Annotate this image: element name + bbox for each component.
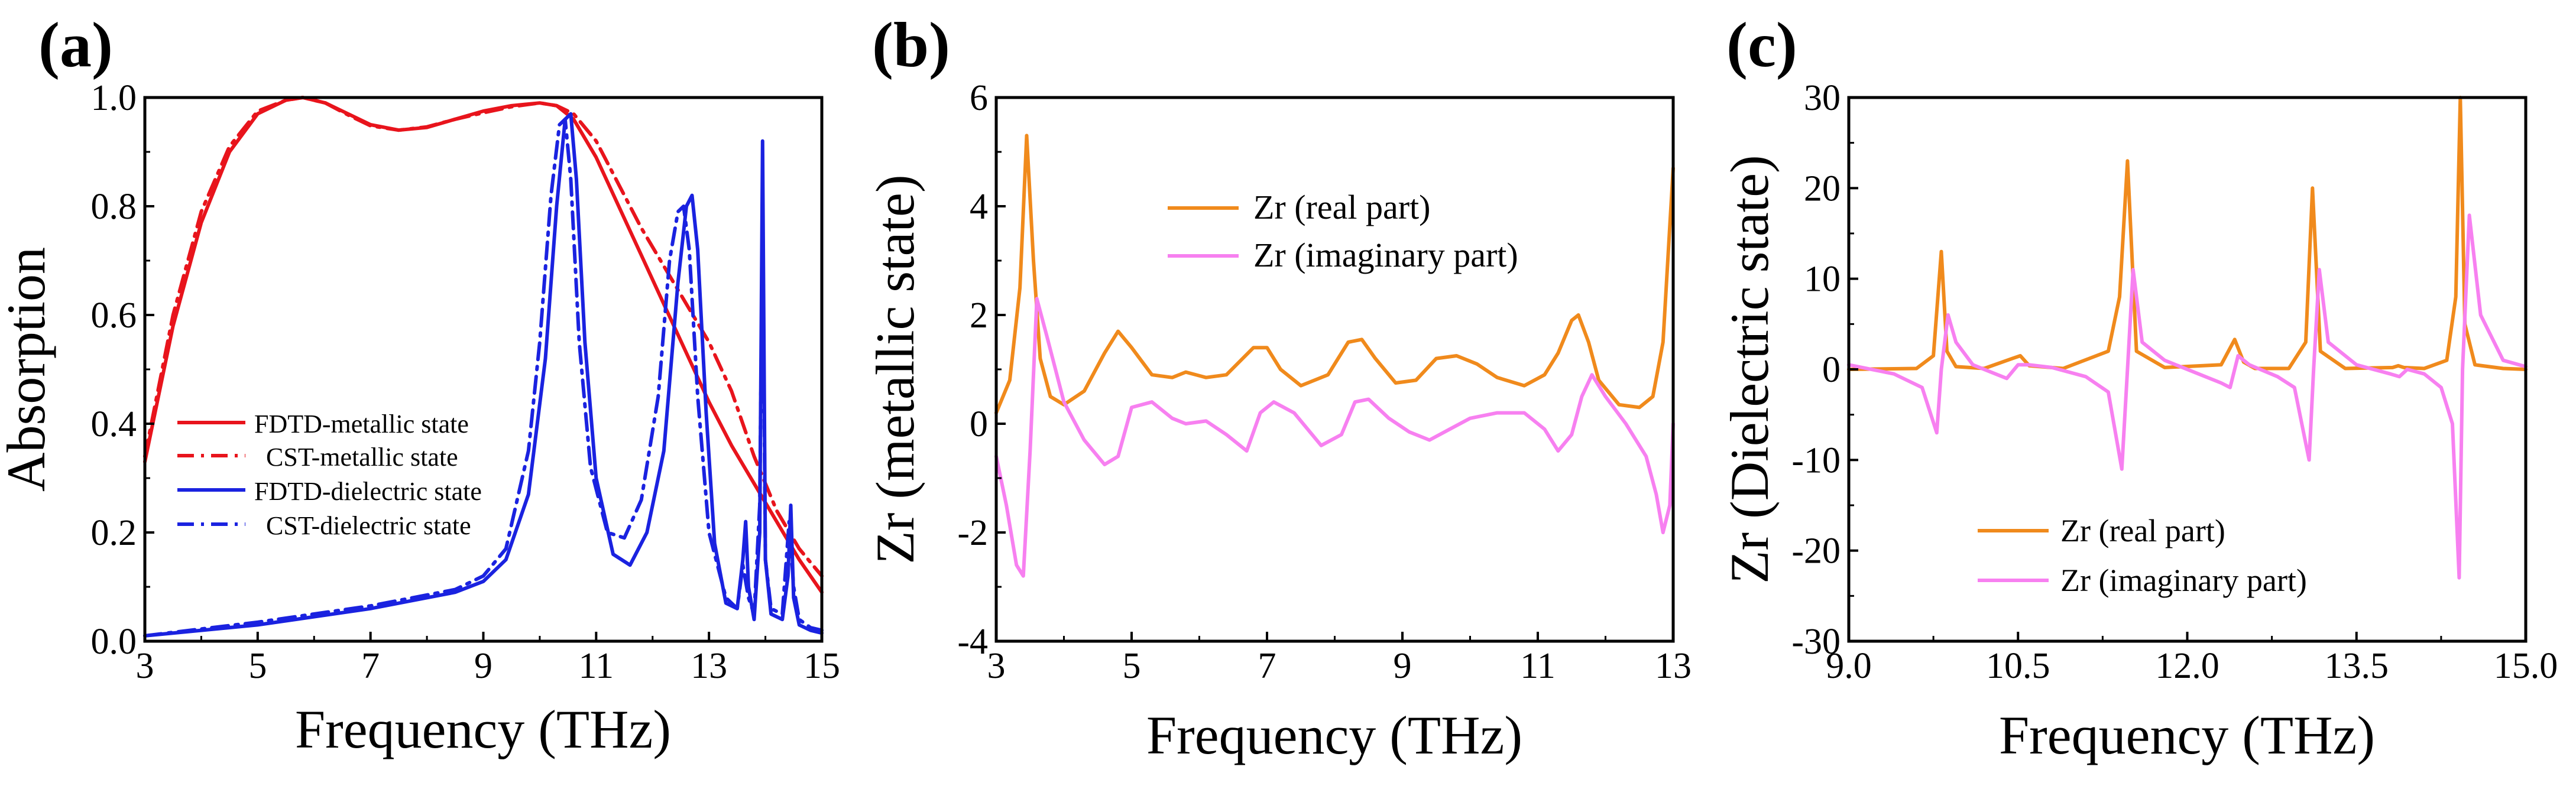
series-line-c-zr-imaginary-part — [1847, 213, 2528, 580]
series-line-a-cst-metallic-state — [143, 96, 824, 578]
y-tick-label: -20 — [1791, 531, 1841, 571]
panel-a: (a) 3 5 7 9 11 13 15 0.0 0.2 0.4 0.6 0.8 1.0 Freque… — [0, 10, 840, 759]
panel-a-legend: FDTD-metallic state CST-metallic state F… — [177, 410, 482, 540]
x-tick-label: 15.0 — [2494, 646, 2558, 686]
x-tick-label: 7 — [361, 646, 380, 686]
series-line-a-fdtd-dielectric-state — [143, 112, 824, 638]
y-tick-label: -4 — [957, 622, 988, 662]
x-tick-label: 7 — [1258, 646, 1276, 686]
y-tick-label: 20 — [1804, 168, 1841, 209]
x-tick-label: 12.0 — [2155, 646, 2219, 686]
y-tick-label: 0 — [1822, 350, 1841, 390]
panel-a-y-axis-title: Absorption — [0, 247, 56, 492]
series-line-a-fdtd-metallic-state — [143, 96, 824, 595]
y-tick-label: -2 — [957, 513, 988, 553]
y-tick-label: 4 — [970, 187, 988, 227]
panel-c-y-ticks: -30 -20 -10 0 10 20 30 — [1791, 78, 1858, 662]
panel-a-x-ticks: 3 5 7 9 11 13 15 — [136, 632, 840, 686]
panel-c-legend: Zr (real part) Zr (imaginary part) — [1978, 513, 2307, 598]
panel-b-x-axis-title: Frequency (THz) — [1146, 705, 1522, 765]
x-tick-label: 13 — [691, 646, 727, 686]
x-tick-label: 9.0 — [1826, 646, 1872, 686]
y-tick-label: 0.6 — [91, 295, 137, 336]
x-tick-label: 11 — [578, 646, 614, 686]
x-tick-label: 9 — [1394, 646, 1412, 686]
panel-b-y-ticks: -4 -2 0 2 4 6 — [957, 78, 1006, 662]
panel-a-plot-area — [143, 96, 824, 638]
legend-label-b-imaginary: Zr (imaginary part) — [1253, 236, 1518, 274]
legend-label-c-imaginary: Zr (imaginary part) — [2060, 563, 2307, 598]
series-line-b-zr-real-part — [994, 134, 1675, 415]
x-tick-label: 9 — [474, 646, 492, 686]
x-tick-label: 15 — [803, 646, 840, 686]
legend-label-c-real: Zr (real part) — [2060, 513, 2225, 548]
y-tick-label: 10 — [1804, 259, 1841, 300]
panel-c-x-axis-title: Frequency (THz) — [1999, 705, 2375, 765]
panel-b-label: (b) — [872, 10, 950, 80]
legend-label-b-real: Zr (real part) — [1253, 188, 1430, 226]
y-tick-label: 30 — [1804, 78, 1841, 118]
x-tick-label: 3 — [987, 646, 1006, 686]
x-tick-label: 5 — [248, 646, 267, 686]
y-tick-label: 1.0 — [91, 78, 137, 118]
x-tick-label: 11 — [1520, 646, 1556, 686]
series-line-b-zr-imaginary-part — [994, 297, 1675, 578]
panel-c-y-axis-title: Zr (Dielectric state) — [1719, 155, 1780, 583]
legend-label-cst-dielectric: CST-dielectric state — [266, 511, 471, 540]
panel-b: (b) 3 5 7 9 11 13 -4 -2 0 2 4 6 Frequency (THz) Zr… — [865, 10, 1692, 765]
x-tick-label: 13 — [1655, 646, 1692, 686]
y-tick-label: -30 — [1791, 622, 1841, 662]
panel-c-plot-area — [1847, 96, 2528, 580]
panel-c: (c) 9.0 10.5 12.0 13.5 15.0 -30 -20 -10 0 10 20 30… — [1719, 10, 2558, 765]
panel-b-x-ticks: 3 5 7 9 11 13 — [987, 632, 1692, 686]
y-tick-label: 0.8 — [91, 187, 137, 227]
legend-label-fdtd-dielectric: FDTD-dielectric state — [254, 477, 482, 506]
y-tick-label: 6 — [970, 78, 988, 118]
y-tick-label: 0.0 — [91, 622, 137, 662]
panel-a-label: (a) — [38, 10, 113, 80]
x-tick-label: 5 — [1123, 646, 1141, 686]
x-tick-label: 3 — [136, 646, 154, 686]
panel-b-y-axis-title: Zr (metallic state) — [865, 174, 925, 564]
y-tick-label: 0.2 — [91, 513, 137, 553]
y-tick-label: 2 — [970, 295, 988, 336]
series-line-a-cst-dielectric-state — [143, 117, 824, 638]
y-tick-label: 0.4 — [91, 404, 137, 444]
panel-c-x-ticks: 9.0 10.5 12.0 13.5 15.0 — [1826, 632, 2558, 686]
legend-label-cst-metallic: CST-metallic state — [266, 443, 458, 472]
x-tick-label: 13.5 — [2325, 646, 2389, 686]
x-tick-label: 10.5 — [1986, 646, 2050, 686]
panel-a-y-ticks: 0.0 0.2 0.4 0.6 0.8 1.0 — [91, 78, 154, 662]
panel-a-x-axis-title: Frequency (THz) — [295, 699, 671, 759]
y-tick-label: -10 — [1791, 440, 1841, 480]
panel-b-legend: Zr (real part) Zr (imaginary part) — [1168, 188, 1518, 274]
panel-b-plot-area — [994, 134, 1675, 578]
panel-c-label: (c) — [1726, 10, 1797, 80]
legend-label-fdtd-metallic: FDTD-metallic state — [254, 410, 469, 439]
y-tick-label: 0 — [970, 404, 988, 444]
